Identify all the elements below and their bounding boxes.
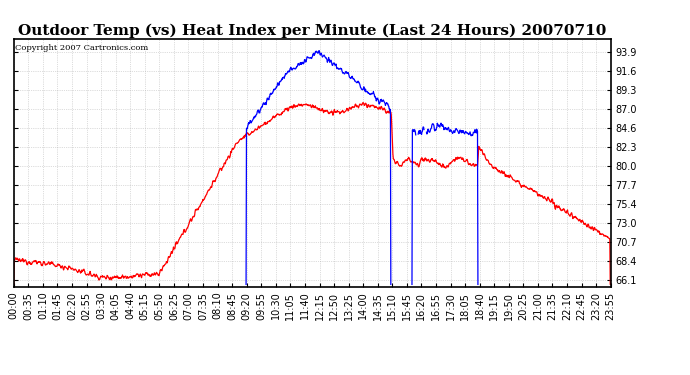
Title: Outdoor Temp (vs) Heat Index per Minute (Last 24 Hours) 20070710: Outdoor Temp (vs) Heat Index per Minute … bbox=[18, 24, 607, 38]
Text: Copyright 2007 Cartronics.com: Copyright 2007 Cartronics.com bbox=[15, 44, 148, 53]
